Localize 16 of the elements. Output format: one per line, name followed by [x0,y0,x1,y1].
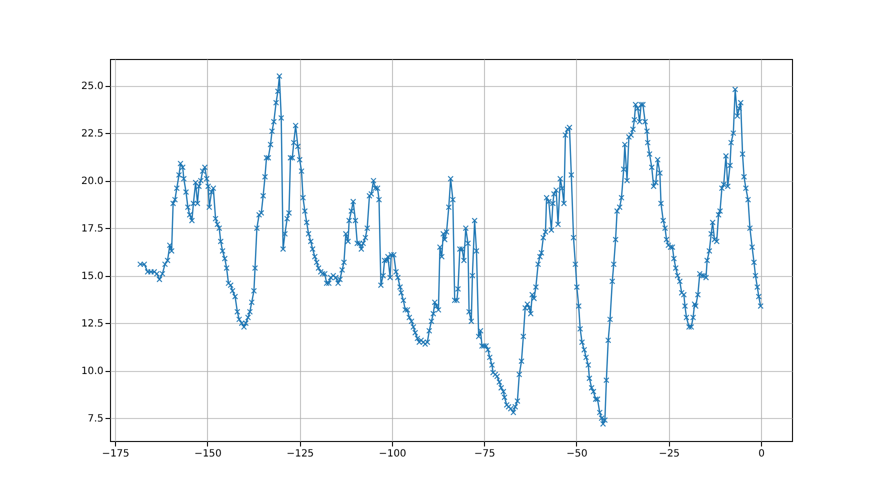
x-tick-label: 0 [758,448,765,460]
x-tick-label: −50 [566,448,588,460]
x-tick-label: −150 [194,448,222,460]
y-tick-label: 22.5 [81,128,104,140]
x-tick-label: −25 [658,448,680,460]
x-tick-label: −125 [286,448,314,460]
x-tick-label: −100 [378,448,406,460]
x-tick-label: −175 [102,448,130,460]
y-tick-label: 20.0 [81,176,104,188]
x-tick-label: −75 [474,448,496,460]
y-tick-label: 25.0 [81,81,104,92]
y-tick-label: 17.5 [81,224,104,235]
y-tick-label: 15.0 [81,271,104,282]
y-tick-label: 7.5 [88,414,104,425]
y-tick-label: 12.5 [81,318,104,330]
y-tick-label: 10.0 [81,366,104,378]
